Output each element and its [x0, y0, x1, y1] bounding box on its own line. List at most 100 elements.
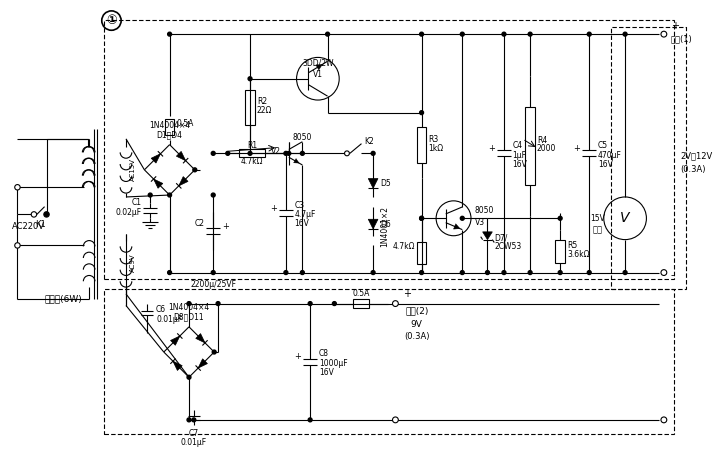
Text: 0.01μF: 0.01μF [181, 438, 207, 447]
Text: +: + [671, 22, 679, 31]
Circle shape [211, 193, 215, 197]
Circle shape [502, 32, 506, 36]
Circle shape [392, 417, 399, 423]
Circle shape [45, 212, 48, 216]
Text: 22Ω: 22Ω [257, 106, 272, 115]
Polygon shape [483, 232, 493, 240]
Circle shape [371, 271, 375, 274]
Polygon shape [369, 179, 378, 188]
Text: D1～D4: D1～D4 [157, 131, 183, 140]
Circle shape [287, 151, 291, 155]
Text: C4: C4 [513, 141, 523, 150]
Polygon shape [196, 334, 205, 343]
Text: ①: ① [106, 14, 117, 27]
Circle shape [558, 216, 562, 220]
Circle shape [31, 211, 36, 217]
Text: -: - [671, 270, 674, 281]
Text: 变压器(6W): 变压器(6W) [44, 294, 82, 303]
Text: 2200μ/25VF: 2200μ/25VF [190, 280, 236, 289]
Text: (0.3A): (0.3A) [404, 332, 429, 341]
Text: V1: V1 [313, 70, 323, 79]
Text: 1N4004×4: 1N4004×4 [149, 121, 190, 130]
Text: R4: R4 [537, 136, 547, 145]
Text: 输出(1): 输出(1) [671, 35, 692, 44]
Circle shape [187, 418, 191, 422]
Circle shape [192, 418, 196, 422]
Polygon shape [151, 154, 160, 163]
Circle shape [461, 32, 464, 36]
Text: AC220V: AC220V [11, 221, 45, 230]
Circle shape [623, 32, 627, 36]
Circle shape [193, 168, 197, 172]
Circle shape [588, 32, 591, 36]
Circle shape [212, 350, 216, 354]
Circle shape [623, 271, 627, 274]
Text: +: + [574, 144, 580, 153]
Circle shape [420, 32, 424, 36]
Circle shape [216, 302, 220, 305]
Circle shape [297, 57, 339, 100]
Text: R1: R1 [247, 141, 257, 150]
Text: 2000: 2000 [537, 145, 556, 154]
Text: D7/: D7/ [494, 233, 508, 242]
Circle shape [248, 151, 252, 155]
Text: 8050: 8050 [292, 133, 312, 142]
Circle shape [604, 197, 647, 240]
Circle shape [43, 211, 49, 217]
Text: 16V: 16V [319, 368, 334, 377]
Circle shape [528, 271, 532, 274]
Polygon shape [316, 65, 322, 70]
Text: C8: C8 [319, 349, 329, 358]
Circle shape [420, 216, 424, 220]
Bar [165, 119, 175, 135]
Bar [525, 107, 535, 185]
Text: C2: C2 [195, 219, 205, 228]
Text: 16V: 16V [294, 219, 309, 228]
Circle shape [588, 271, 591, 274]
Circle shape [326, 32, 329, 36]
Text: 0.5A: 0.5A [352, 290, 370, 299]
Text: C1: C1 [131, 198, 141, 207]
Text: 表头: 表头 [593, 225, 603, 234]
Circle shape [461, 216, 464, 220]
Circle shape [502, 271, 506, 274]
Text: (0.3A): (0.3A) [680, 165, 706, 174]
Text: +: + [488, 144, 496, 153]
Text: 4.7kΩ: 4.7kΩ [241, 157, 263, 166]
Circle shape [284, 271, 288, 274]
Text: C5: C5 [598, 141, 608, 150]
Text: 3DD/2W: 3DD/2W [302, 59, 334, 68]
Text: AC15V: AC15V [130, 158, 135, 181]
Circle shape [102, 11, 121, 30]
Text: 8050: 8050 [475, 206, 494, 215]
Text: K2: K2 [364, 137, 374, 146]
Text: 0.02μF: 0.02μF [116, 208, 141, 217]
Text: 1N4004×4: 1N4004×4 [168, 303, 210, 312]
Text: 1N4001×2: 1N4001×2 [380, 206, 389, 247]
Text: 16V: 16V [513, 159, 528, 168]
Circle shape [15, 243, 20, 248]
Circle shape [558, 271, 562, 274]
Text: C7: C7 [189, 429, 199, 438]
Bar [555, 239, 565, 263]
Circle shape [420, 216, 424, 220]
Circle shape [486, 271, 489, 274]
Text: 16V: 16V [598, 159, 613, 168]
Text: D6: D6 [380, 220, 391, 229]
Circle shape [661, 417, 667, 423]
Polygon shape [176, 151, 185, 161]
Circle shape [344, 151, 349, 156]
Circle shape [661, 270, 667, 276]
Circle shape [211, 151, 215, 155]
Circle shape [226, 151, 230, 155]
Bar [416, 127, 426, 163]
Text: +: + [222, 221, 229, 230]
Polygon shape [179, 176, 188, 186]
Circle shape [284, 151, 288, 155]
Bar [416, 242, 426, 264]
Text: R5: R5 [567, 241, 578, 250]
Text: C6: C6 [156, 305, 166, 314]
Circle shape [661, 31, 667, 37]
Text: 4.7μF: 4.7μF [294, 211, 316, 220]
Text: 15V: 15V [590, 214, 605, 223]
